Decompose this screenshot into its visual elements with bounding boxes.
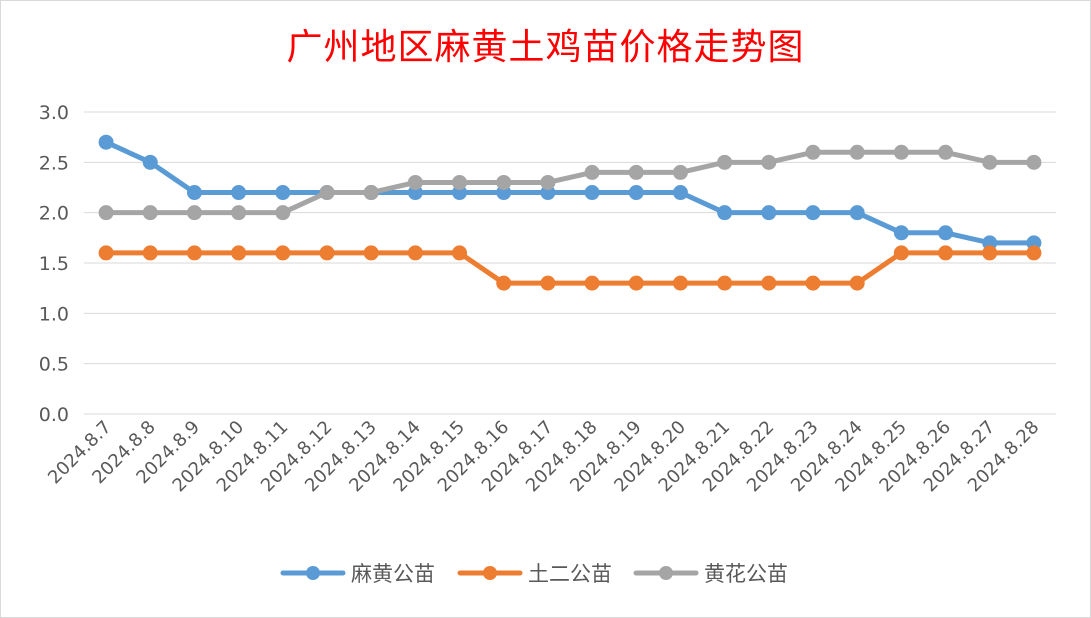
data-point — [275, 205, 291, 221]
data-point — [186, 205, 202, 221]
data-point — [540, 174, 556, 190]
data-point — [938, 144, 954, 160]
data-point — [275, 185, 291, 201]
data-point — [893, 144, 909, 160]
data-point — [98, 245, 114, 261]
legend-marker-3 — [659, 566, 673, 580]
data-point — [761, 275, 777, 291]
data-point — [319, 185, 335, 201]
legend-marker-2 — [483, 566, 497, 580]
data-point — [672, 275, 688, 291]
data-point — [275, 245, 291, 261]
series-line-3 — [103, 149, 1037, 216]
data-point — [805, 275, 821, 291]
data-point — [186, 245, 202, 261]
data-point — [98, 134, 114, 150]
data-point — [893, 245, 909, 261]
data-point — [938, 245, 954, 261]
data-point — [142, 245, 158, 261]
data-point — [628, 275, 644, 291]
data-point — [452, 174, 468, 190]
legend-marker-1 — [306, 566, 320, 580]
data-point — [452, 245, 468, 261]
data-point — [628, 185, 644, 201]
data-point — [186, 185, 202, 201]
data-point — [363, 245, 379, 261]
data-point — [142, 205, 158, 221]
data-point — [849, 205, 865, 221]
data-point — [98, 205, 114, 221]
legend-label-2: 土二公苗 — [528, 562, 612, 586]
data-point — [231, 245, 247, 261]
data-point — [938, 225, 954, 241]
data-point — [628, 164, 644, 180]
data-point — [363, 185, 379, 201]
data-point — [231, 205, 247, 221]
data-point — [1026, 154, 1042, 170]
data-point — [761, 154, 777, 170]
y-tick-label: 2.0 — [39, 203, 69, 225]
y-tick-label: 3.0 — [39, 102, 69, 124]
data-point — [231, 185, 247, 201]
series-line-1 — [103, 139, 1037, 246]
data-point — [1026, 245, 1042, 261]
data-point — [849, 144, 865, 160]
data-point — [672, 185, 688, 201]
legend-label-3: 黄花公苗 — [704, 562, 788, 586]
y-tick-label: 1.0 — [39, 303, 69, 325]
y-tick-label: 1.5 — [39, 253, 69, 275]
data-point — [142, 154, 158, 170]
data-point — [717, 205, 733, 221]
data-point — [893, 225, 909, 241]
y-tick-label: 0.0 — [39, 404, 69, 426]
data-point — [672, 164, 688, 180]
data-point — [540, 275, 556, 291]
data-point — [805, 205, 821, 221]
data-point — [982, 245, 998, 261]
data-point — [717, 154, 733, 170]
data-point — [496, 275, 512, 291]
data-point — [407, 245, 423, 261]
series-line-2 — [103, 250, 1037, 286]
data-point — [319, 245, 335, 261]
data-point — [584, 275, 600, 291]
data-point — [496, 174, 512, 190]
y-tick-label: 2.5 — [39, 152, 69, 174]
legend-label-1: 麻黄公苗 — [351, 562, 435, 586]
data-point — [584, 185, 600, 201]
data-point — [717, 275, 733, 291]
chart-title: 广州地区麻黄土鸡苗价格走势图 — [286, 27, 805, 68]
data-point — [407, 174, 423, 190]
data-point — [805, 144, 821, 160]
data-point — [849, 275, 865, 291]
data-point — [761, 205, 777, 221]
data-point — [982, 154, 998, 170]
y-tick-label: 0.5 — [39, 354, 69, 376]
data-point — [584, 164, 600, 180]
